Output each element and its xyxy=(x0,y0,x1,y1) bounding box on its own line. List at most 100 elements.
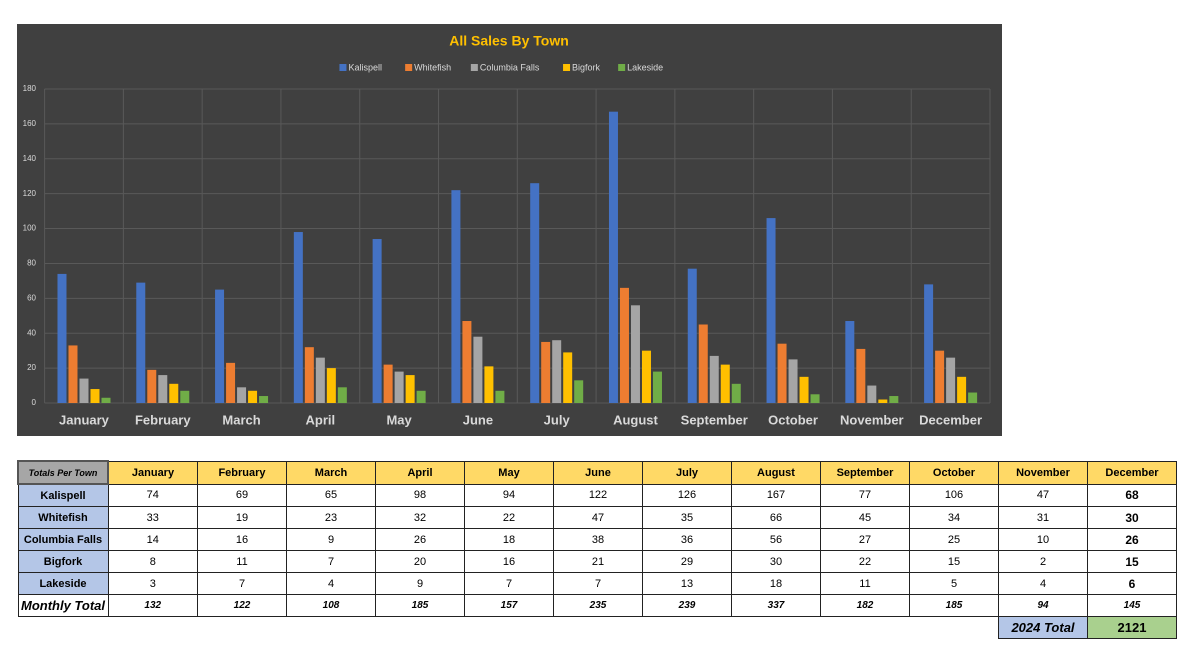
bar xyxy=(326,368,336,403)
bar xyxy=(405,375,415,403)
empty-cell xyxy=(287,617,376,639)
chart: All Sales By Town 0 20 40 60 80 100 120 140 160 1… xyxy=(17,24,1002,436)
month-header: March xyxy=(286,460,376,485)
sales-table: Totals Per Town January February March April… xyxy=(17,460,1177,639)
bar xyxy=(924,284,934,403)
sales-cell: 7 xyxy=(286,550,376,573)
sales-cell: 7 xyxy=(553,572,643,595)
bar xyxy=(226,362,236,403)
empty-cell xyxy=(554,617,643,639)
sales-cell: 7 xyxy=(464,572,554,595)
sales-cell: 4 xyxy=(286,572,376,595)
bar xyxy=(810,394,820,403)
month-header: June xyxy=(553,460,643,485)
sales-cell: 18 xyxy=(464,528,554,551)
bar xyxy=(777,343,787,403)
sales-cell: 36 xyxy=(642,528,732,551)
empty-cell xyxy=(465,617,554,639)
sales-cell: 16 xyxy=(197,528,287,551)
monthly-total: 185 xyxy=(375,594,465,617)
sales-cell: 11 xyxy=(197,550,287,573)
sales-cell: 22 xyxy=(820,550,910,573)
bar xyxy=(552,340,562,403)
bar xyxy=(641,350,651,403)
bar xyxy=(563,352,573,403)
bar xyxy=(237,387,247,403)
month-header: January xyxy=(107,460,198,485)
sales-cell: 18 xyxy=(731,572,821,595)
sales-cell: 38 xyxy=(553,528,643,551)
bar xyxy=(451,190,461,403)
bar xyxy=(574,380,584,403)
bar xyxy=(731,383,741,403)
legend-label: Kalispell xyxy=(348,62,382,72)
table-row: 2024 Total 2121 xyxy=(18,616,1177,639)
town-label: Lakeside xyxy=(17,572,109,595)
bar xyxy=(372,239,382,403)
sales-cell: 19 xyxy=(197,506,287,529)
sales-cell: 6 xyxy=(1087,572,1177,595)
sales-cell: 9 xyxy=(286,528,376,551)
bar xyxy=(630,305,640,403)
bar xyxy=(57,273,67,403)
month-header: November xyxy=(998,460,1088,485)
bar xyxy=(709,355,719,403)
sales-cell: 34 xyxy=(909,506,999,529)
monthly-total: 185 xyxy=(909,594,999,617)
month-header: April xyxy=(375,460,465,485)
bar xyxy=(968,392,978,403)
table-row: Lakeside 3 7 4 9 7 7 13 18 11 5 4 6 xyxy=(17,572,1177,595)
month-header: July xyxy=(642,460,732,485)
monthly-total: 157 xyxy=(464,594,554,617)
sales-cell: 33 xyxy=(107,506,198,529)
bar xyxy=(180,390,190,403)
y-tick-label: 160 xyxy=(23,119,37,128)
bar xyxy=(394,371,404,403)
bar xyxy=(541,341,551,403)
sales-cell: 29 xyxy=(642,550,732,573)
y-tick-label: 180 xyxy=(23,84,37,93)
legend-label: Lakeside xyxy=(627,62,663,72)
y-tick-label: 0 xyxy=(32,398,37,407)
y-tick-label: 120 xyxy=(23,189,37,198)
bar xyxy=(652,371,662,403)
empty-cell xyxy=(18,617,108,639)
sales-cell: 30 xyxy=(1087,506,1177,529)
sales-cell: 15 xyxy=(909,550,999,573)
bar xyxy=(79,378,89,403)
y-tick-label: 40 xyxy=(27,328,36,337)
bar xyxy=(856,348,866,403)
sales-cell: 167 xyxy=(731,483,821,507)
month-header: August xyxy=(731,460,821,485)
empty-cell xyxy=(821,617,910,639)
bar xyxy=(878,399,888,403)
sales-cell: 5 xyxy=(909,572,999,595)
empty-cell xyxy=(376,617,465,639)
legend-swatch xyxy=(618,64,626,71)
bar xyxy=(259,396,269,403)
bar xyxy=(530,183,540,403)
sales-cell: 94 xyxy=(464,483,554,507)
town-label: Bigfork xyxy=(17,550,109,573)
total-label: Monthly Total xyxy=(17,594,109,617)
bar xyxy=(698,324,708,403)
x-tick-label: September xyxy=(681,412,748,427)
sales-cell: 9 xyxy=(375,572,465,595)
sales-cell: 22 xyxy=(464,506,554,529)
sales-cell: 16 xyxy=(464,550,554,573)
bar xyxy=(68,345,78,403)
sales-cell: 47 xyxy=(553,506,643,529)
legend-label: Columbia Falls xyxy=(480,62,540,72)
table-row: Monthly Total 132 122 108 185 157 235 239 337 182… xyxy=(17,594,1177,617)
sales-cell: 68 xyxy=(1087,483,1177,507)
bar xyxy=(304,347,314,403)
monthly-total: 122 xyxy=(197,594,287,617)
sales-cell: 69 xyxy=(197,483,287,507)
monthly-total: 94 xyxy=(998,594,1088,617)
sales-cell: 126 xyxy=(642,483,732,507)
bar xyxy=(215,289,225,403)
empty-cell xyxy=(643,617,732,639)
chart-background xyxy=(17,24,1002,436)
x-tick-label: July xyxy=(544,412,571,427)
sales-cell: 7 xyxy=(197,572,287,595)
